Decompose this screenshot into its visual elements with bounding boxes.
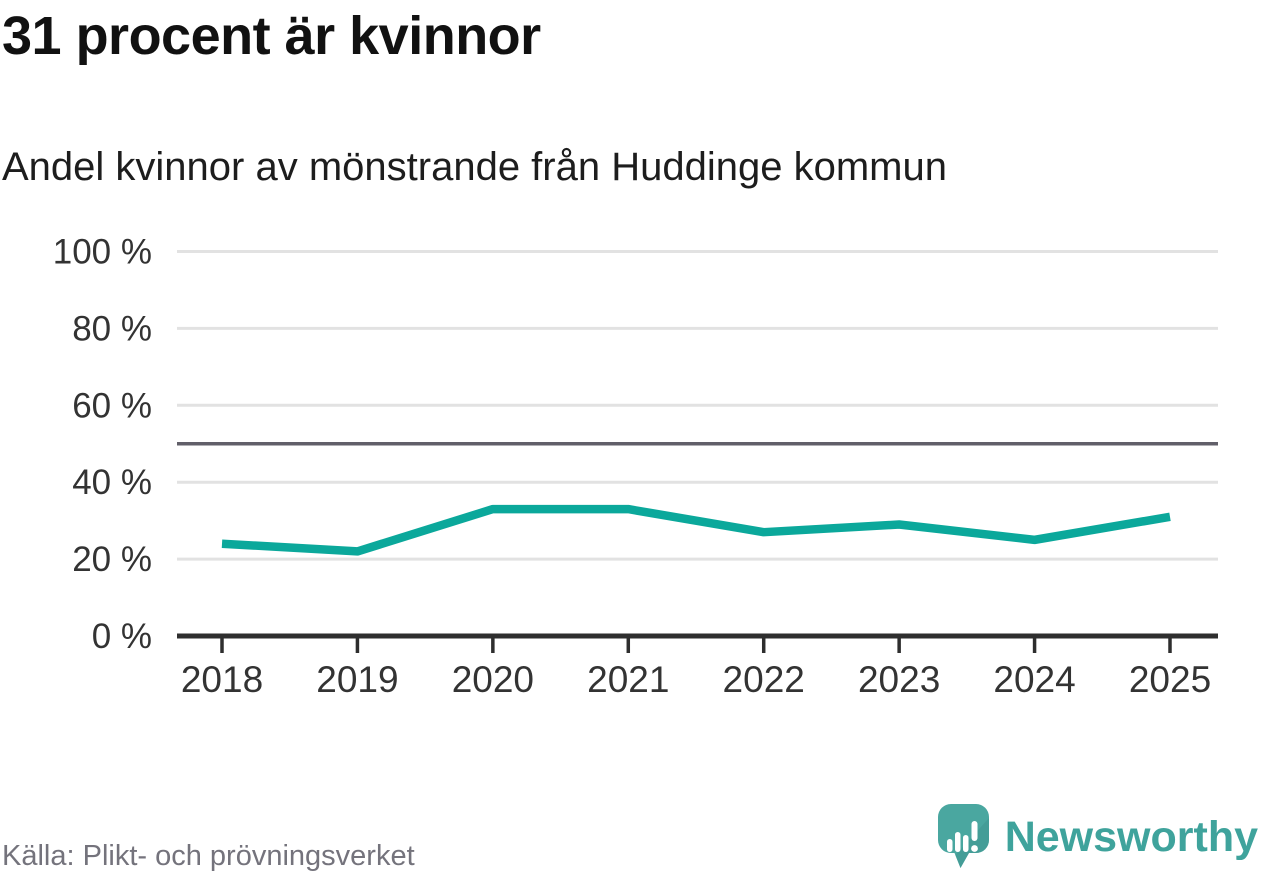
x-axis-tick-label: 2024 (993, 659, 1075, 700)
y-axis-tick-label: 20 % (72, 540, 152, 579)
y-axis-tick-label: 60 % (72, 386, 152, 425)
chart-footer: Källa: Plikt- och prövningsverket (0, 795, 1262, 879)
x-axis-tick-labels: 2018 2019 2020 2021 2022 2023 2024 2025 (181, 659, 1211, 700)
gridlines (177, 250, 1218, 561)
y-axis-tick-labels: 0 % 20 % 40 % 60 % 80 % 100 % (53, 233, 152, 657)
series-line (221, 504, 1171, 556)
y-axis-tick-label: 80 % (72, 309, 152, 348)
x-axis-tick-label: 2025 (1129, 659, 1211, 700)
chart-subtitle: Andel kvinnor av mönstrande från Hudding… (2, 145, 947, 189)
exclamation-glyph (970, 821, 978, 852)
x-axis (177, 633, 1218, 653)
y-axis-tick-label: 100 % (53, 233, 152, 272)
newsworthy-wordmark: Newsworthy (1004, 812, 1258, 861)
x-axis-tick-label: 2019 (316, 659, 398, 700)
x-axis-tick-label: 2022 (723, 659, 805, 700)
x-axis-tick-label: 2023 (858, 659, 940, 700)
data-line (221, 504, 1171, 556)
newsworthy-logo-icon (937, 804, 989, 868)
x-axis-tick-label: 2018 (181, 659, 263, 700)
source-caption: Källa: Plikt- och prövningsverket (2, 840, 415, 872)
chart-title: 31 procent är kvinnor (2, 6, 541, 66)
newsworthy-brand: Newsworthy (937, 795, 1258, 879)
line-chart: 0 % 20 % 40 % 60 % 80 % 100 % 2018 2019 2020 202… (53, 233, 1218, 700)
bar-chart-glyph (946, 832, 969, 852)
x-axis-tick-label: 2021 (587, 659, 669, 700)
x-axis-tick-label: 2020 (452, 659, 534, 700)
y-axis-tick-label: 40 % (72, 463, 152, 502)
y-axis-tick-label: 0 % (92, 617, 152, 656)
